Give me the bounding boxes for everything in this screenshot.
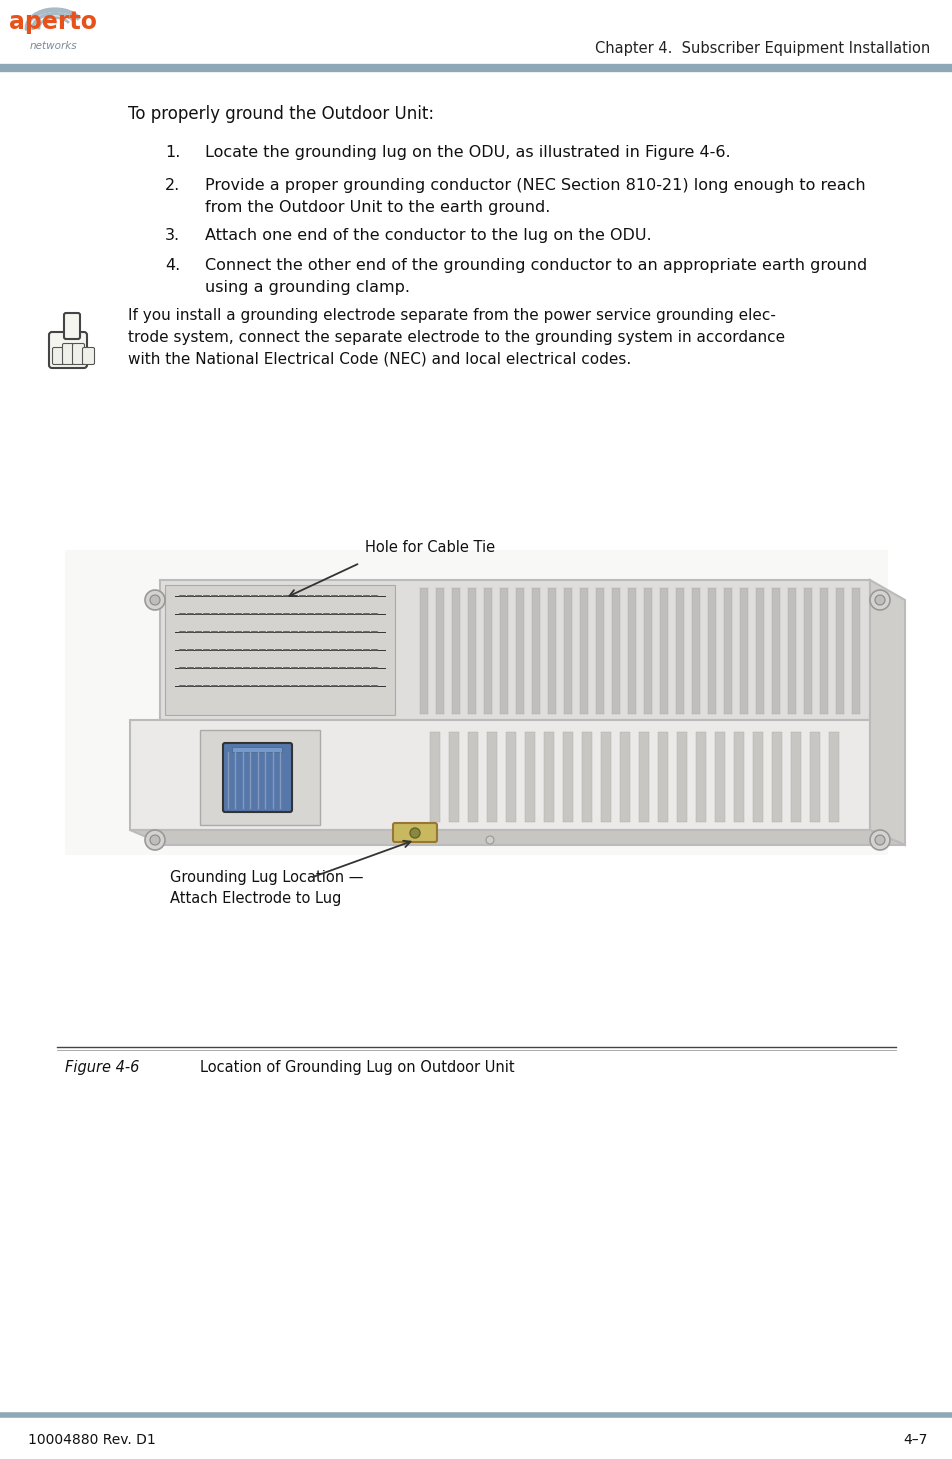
Text: Grounding Lug Location —
Attach Electrode to Lug: Grounding Lug Location — Attach Electrod… [169,870,363,906]
Bar [675,588,684,713]
Text: 2.: 2. [165,178,180,193]
FancyBboxPatch shape [83,347,94,365]
Bar [601,732,610,821]
Circle shape [869,589,889,610]
Bar [676,732,686,821]
Bar [657,732,667,821]
Text: aperto: aperto [9,10,97,34]
Bar [790,732,801,821]
Circle shape [149,835,160,845]
Bar [851,588,859,713]
Bar [486,732,497,821]
Text: networks: networks [30,41,77,51]
FancyBboxPatch shape [49,333,87,368]
Bar [771,588,779,713]
Bar [582,732,591,821]
Bar [739,588,747,713]
Bar [752,732,763,821]
Bar [467,588,475,713]
Polygon shape [160,581,869,719]
Bar [595,588,604,713]
FancyBboxPatch shape [52,347,65,365]
Circle shape [409,829,420,837]
Text: 1.: 1. [165,144,180,160]
Bar [563,732,572,821]
Circle shape [874,595,884,605]
Text: Connect the other end of the grounding conductor to an appropriate earth ground
: Connect the other end of the grounding c… [205,258,866,295]
Bar [639,732,648,821]
Bar [429,732,440,821]
Bar [448,732,459,821]
Bar [436,588,444,713]
FancyBboxPatch shape [63,343,74,365]
Text: Chapter 4.  Subscriber Equipment Installation: Chapter 4. Subscriber Equipment Installa… [594,41,929,55]
Bar [809,732,819,821]
Text: 10004880 Rev. D1: 10004880 Rev. D1 [28,1433,155,1447]
Bar [451,588,460,713]
Bar [506,732,515,821]
Text: Location of Grounding Lug on Outdoor Unit: Location of Grounding Lug on Outdoor Uni… [200,1061,514,1075]
FancyBboxPatch shape [392,823,437,842]
Bar [467,732,478,821]
Text: Hole for Cable Tie: Hole for Cable Tie [365,540,494,554]
Bar [733,732,744,821]
Bar [420,588,427,713]
Text: Attach one end of the conductor to the lug on the ODU.: Attach one end of the conductor to the l… [205,228,651,244]
Bar [787,588,795,713]
Text: Figure 4-6: Figure 4-6 [65,1061,139,1075]
Bar [531,588,540,713]
Bar [803,588,811,713]
Bar [500,588,507,713]
Bar [714,732,724,821]
Bar [231,747,282,751]
Bar [65,550,887,855]
Text: To properly ground the Outdoor Unit:: To properly ground the Outdoor Unit: [128,105,434,123]
Bar [547,588,555,713]
Bar [484,588,491,713]
Text: If you install a grounding electrode separate from the power service grounding e: If you install a grounding electrode sep… [128,308,784,366]
Circle shape [869,830,889,851]
Bar [828,732,838,821]
Bar [200,730,320,824]
Bar [544,732,553,821]
Bar [660,588,667,713]
Bar [580,588,587,713]
Circle shape [486,836,493,843]
Circle shape [149,595,160,605]
Bar [724,588,731,713]
Circle shape [145,589,165,610]
Bar [707,588,715,713]
Text: Provide a proper grounding conductor (NEC Section 810-21) long enough to reach
f: Provide a proper grounding conductor (NE… [205,178,864,214]
FancyBboxPatch shape [72,343,85,365]
Bar [835,588,843,713]
FancyBboxPatch shape [223,743,291,813]
Bar [515,588,524,713]
Bar [819,588,827,713]
Bar [611,588,620,713]
Bar [691,588,700,713]
Text: 4.: 4. [165,258,180,273]
FancyBboxPatch shape [64,314,80,338]
Bar [771,732,782,821]
Bar [525,732,534,821]
Bar [695,732,705,821]
Polygon shape [129,830,904,845]
Circle shape [145,830,165,851]
Bar [755,588,764,713]
Bar [564,588,571,713]
Text: 4–7: 4–7 [902,1433,927,1447]
Bar [620,732,629,821]
Bar [165,585,394,715]
Text: Locate the grounding lug on the ODU, as illustrated in Figure 4-6.: Locate the grounding lug on the ODU, as … [205,144,730,160]
Circle shape [874,835,884,845]
Bar [644,588,651,713]
Polygon shape [869,581,904,845]
Polygon shape [129,719,869,830]
Text: 3.: 3. [165,228,180,244]
Bar [627,588,635,713]
